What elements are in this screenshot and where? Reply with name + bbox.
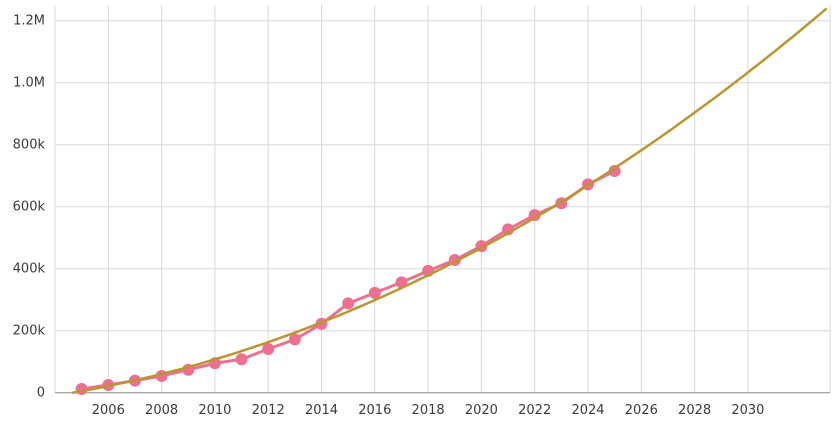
- y-tick-label: 800k: [13, 138, 46, 153]
- data-point: [262, 342, 275, 355]
- data-point: [75, 382, 88, 395]
- trend-line: [71, 7, 827, 394]
- y-tick-label: 600k: [13, 200, 46, 215]
- x-tick-label: 2022: [518, 403, 551, 418]
- x-tick-label: 2010: [198, 403, 231, 418]
- x-tick-label: 2008: [145, 403, 178, 418]
- y-tick-label: 400k: [13, 262, 46, 277]
- x-tick-label: 2030: [731, 403, 764, 418]
- y-tick-labels: 0 200k 400k 600k 800k 1.0M 1.2M: [13, 14, 46, 401]
- x-tick-label: 2006: [92, 403, 125, 418]
- x-tick-label: 2016: [358, 403, 391, 418]
- x-tick-label: 2018: [412, 403, 445, 418]
- y-tick-label: 1.0M: [13, 76, 45, 91]
- x-tick-label: 2020: [465, 403, 498, 418]
- x-tick-label: 2026: [625, 403, 658, 418]
- y-tick-label: 1.2M: [13, 14, 45, 29]
- y-tick-label: 0: [37, 386, 45, 401]
- x-tick-label: 2024: [571, 403, 604, 418]
- x-tick-label: 2012: [252, 403, 285, 418]
- x-tick-label: 2014: [305, 403, 338, 418]
- data-point: [368, 286, 381, 299]
- x-tick-label: 2028: [678, 403, 711, 418]
- y-tick-label: 200k: [13, 324, 46, 339]
- data-point: [342, 297, 355, 310]
- x-tick-labels: 2006 2008 2010 2012 2014 2016 2018 2020 2022 2024…: [92, 403, 765, 418]
- grid-lines: [54, 5, 831, 393]
- data-point: [608, 165, 621, 178]
- data-point: [528, 209, 541, 222]
- data-point: [288, 333, 301, 346]
- data-point: [235, 353, 248, 366]
- observed-series-points: [75, 165, 621, 395]
